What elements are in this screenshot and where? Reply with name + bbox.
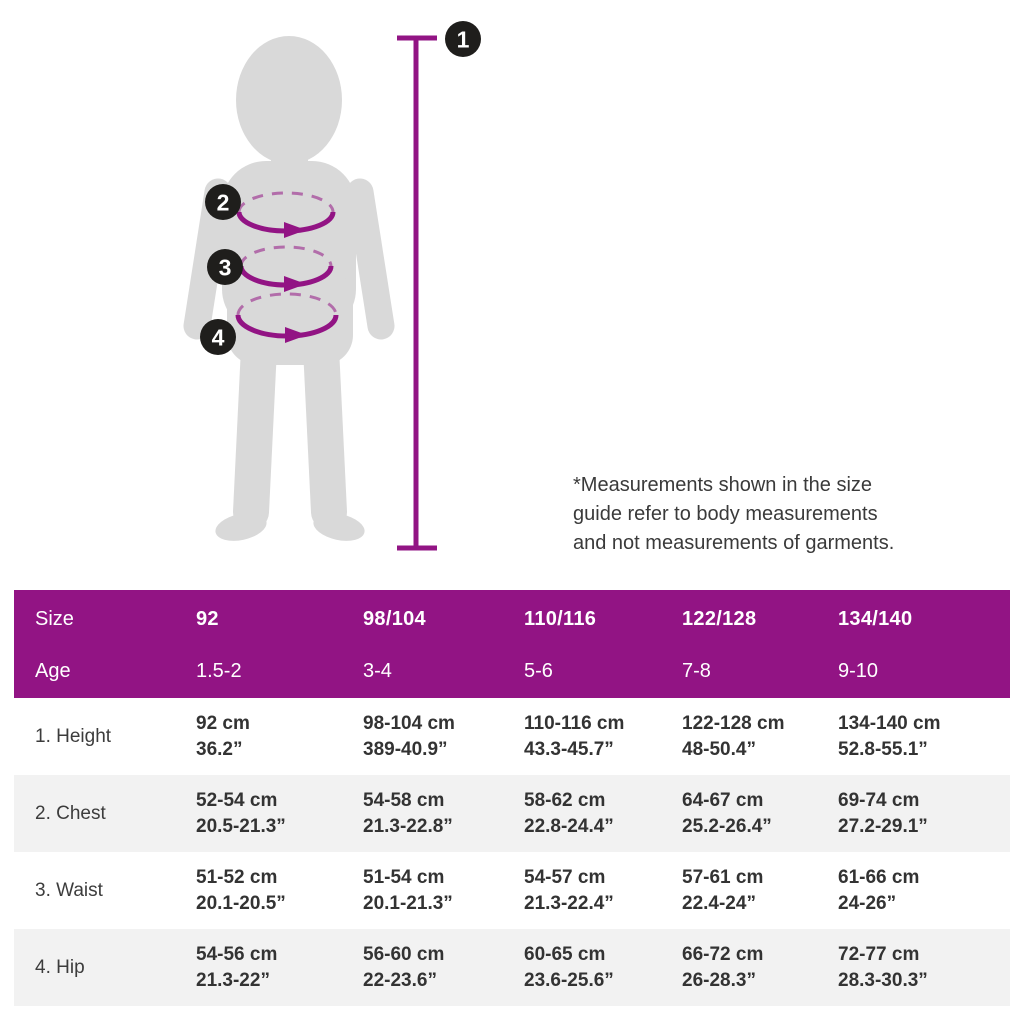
size-table-header: Size 92 98/104 110/116 122/128 134/140 A… (14, 590, 1010, 698)
marker-4-hip: 4 (200, 319, 236, 355)
hip-cell-3: 60-65 cm 23.6-25.6” (524, 943, 614, 991)
waist-arrow-icon (284, 276, 306, 292)
marker-2-chest: 2 (205, 184, 241, 220)
marker-4-label: 4 (212, 324, 225, 350)
chest-measure-ellipse (236, 191, 336, 238)
measurement-note: *Measurements shown in the size guide re… (573, 471, 973, 558)
chest-cell-3: 58-62 cm 22.8-24.4” (524, 789, 614, 837)
size-col-5: 134/140 (838, 607, 913, 630)
note-line-2: guide refer to body measurements (573, 503, 878, 525)
note-line-1: *Measurements shown in the size (573, 474, 873, 496)
header-size-row: Size 92 98/104 110/116 122/128 134/140 (14, 594, 1010, 644)
height-measure-line (397, 35, 437, 551)
chest-arrow-icon (284, 222, 306, 238)
note-line-3: and not measurements of garments. (573, 532, 895, 554)
waist-measure-ellipse (238, 245, 334, 292)
marker-1-height: 1 (445, 21, 481, 57)
age-col-3: 5-6 (524, 660, 553, 683)
size-table-body: 1. Height 92 cm 36.2” 98-104 cm 389-40.9” … (14, 698, 1010, 1006)
row-label-chest: 2. Chest (35, 802, 106, 824)
hip-cell-4: 66-72 cm 26-28.3” (682, 943, 764, 991)
marker-2-label: 2 (217, 189, 230, 215)
waist-cell-2: 51-54 cm 20.1-21.3” (363, 866, 453, 914)
chest-cell-4: 64-67 cm 25.2-26.4” (682, 789, 772, 837)
waist-cell-4: 57-61 cm 22.4-24” (682, 866, 764, 914)
chest-cell-2: 54-58 cm 21.3-22.8” (363, 789, 453, 837)
height-cell-2: 98-104 cm 389-40.9” (363, 712, 455, 760)
chest-cell-5: 69-74 cm 27.2-29.1” (838, 789, 928, 837)
row-label-height: 1. Height (35, 725, 112, 747)
header-age-row: Age 1.5-2 3-4 5-6 7-8 9-10 (14, 647, 1010, 697)
hip-cell-2: 56-60 cm 22-23.6” (363, 943, 445, 991)
size-col-3: 110/116 (524, 607, 597, 630)
hip-arrow-icon (285, 327, 307, 343)
child-silhouette-icon (183, 36, 395, 541)
hip-cell-5: 72-77 cm 28.3-30.3” (838, 943, 928, 991)
table-row-hip: 4. Hip 54-56 cm 21.3-22” 56-60 cm 22-23.6”… (14, 929, 1010, 1006)
table-row-height: 1. Height 92 cm 36.2” 98-104 cm 389-40.9” … (14, 698, 1010, 775)
hip-cell-1: 54-56 cm 21.3-22” (196, 943, 278, 991)
height-cell-4: 122-128 cm 48-50.4” (682, 712, 785, 760)
marker-1-label: 1 (457, 26, 470, 52)
body-measurement-diagram: 1 2 3 4 (183, 21, 481, 551)
waist-cell-1: 51-52 cm 20.1-20.5” (196, 866, 286, 914)
age-col-4: 7-8 (682, 660, 711, 683)
age-col-5: 9-10 (838, 660, 879, 683)
height-cell-5: 134-140 cm 52.8-55.1” (838, 712, 941, 760)
chest-cell-1: 52-54 cm 20.5-21.3” (196, 789, 286, 837)
size-col-1: 92 (196, 607, 219, 630)
height-cell-1: 92 cm 36.2” (196, 712, 250, 760)
marker-3-waist: 3 (207, 249, 243, 285)
age-header-label: Age (35, 660, 71, 683)
row-label-waist: 3. Waist (35, 879, 103, 901)
waist-cell-5: 61-66 cm 24-26” (838, 866, 920, 914)
hip-measure-ellipse (235, 292, 339, 343)
age-col-2: 3-4 (363, 660, 392, 683)
size-col-4: 122/128 (682, 607, 757, 630)
height-cell-3: 110-116 cm 43.3-45.7” (524, 712, 625, 760)
age-col-1: 1.5-2 (196, 660, 242, 683)
row-label-hip: 4. Hip (35, 956, 85, 978)
table-row-waist: 3. Waist 51-52 cm 20.1-20.5” 51-54 cm 20.1… (14, 852, 1010, 929)
waist-cell-3: 54-57 cm 21.3-22.4” (524, 866, 614, 914)
size-table: Size 92 98/104 110/116 122/128 134/140 A… (14, 590, 1010, 1006)
size-col-2: 98/104 (363, 607, 426, 630)
table-row-chest: 2. Chest 52-54 cm 20.5-21.3” 54-58 cm 21.3… (14, 775, 1010, 852)
marker-3-label: 3 (219, 254, 232, 280)
size-header-label: Size (35, 607, 74, 630)
